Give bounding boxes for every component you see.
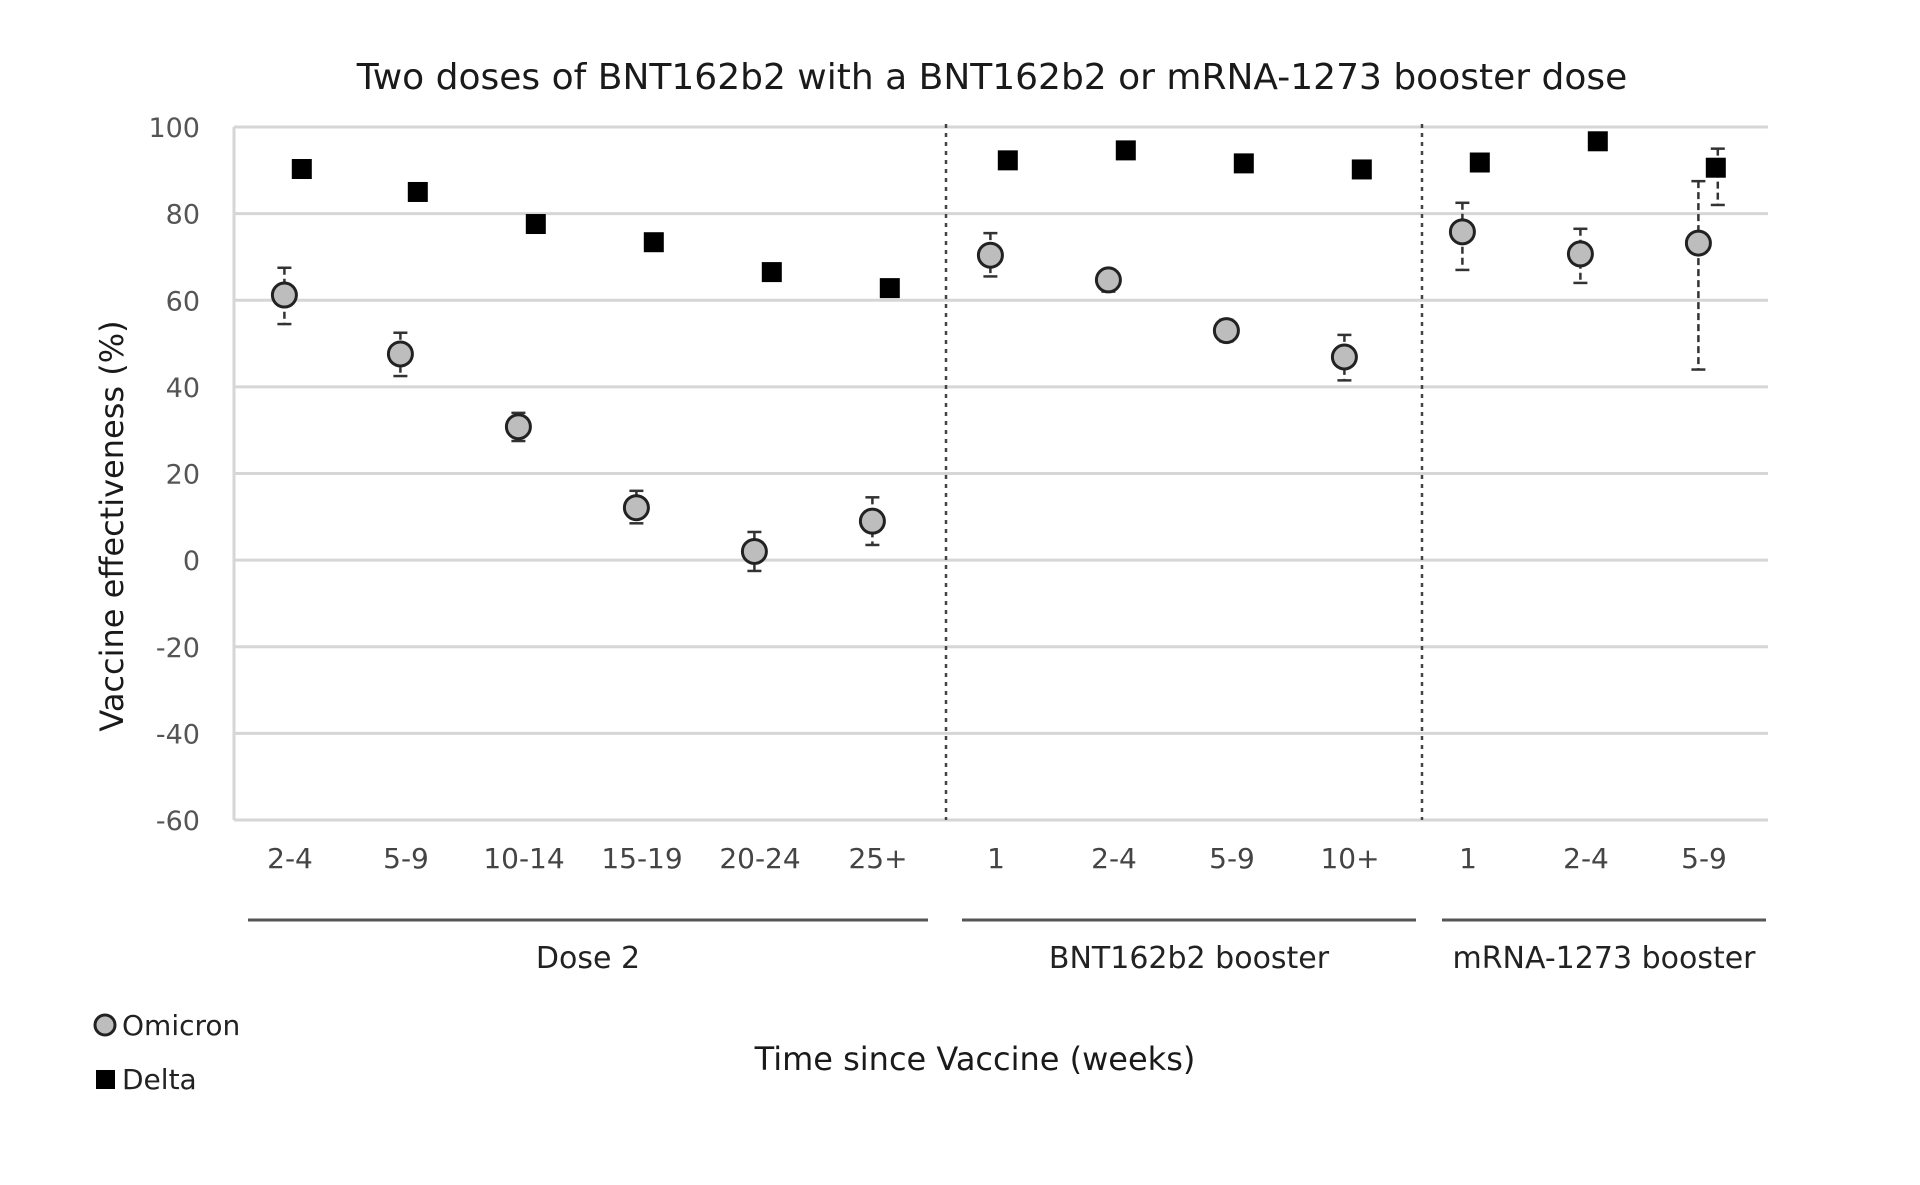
y-tick-label: 100 xyxy=(148,113,200,144)
gridlines xyxy=(232,125,1768,822)
delta-point xyxy=(1469,152,1490,173)
group-labels: Dose 2 BNT162b2 booster mRNA-1273 booster xyxy=(248,918,1766,976)
delta-point xyxy=(1351,159,1372,180)
omicron-point xyxy=(1212,317,1240,345)
legend-omicron-marker xyxy=(93,1013,117,1037)
omicron-point xyxy=(1330,343,1358,371)
y-tick-label: 20 xyxy=(166,460,200,491)
y-tick-label: -20 xyxy=(156,633,200,664)
legend-delta-marker xyxy=(96,1070,115,1089)
delta-point xyxy=(879,278,900,299)
x-tick-label: 2-4 xyxy=(1563,842,1609,875)
x-tick-label: 1 xyxy=(1459,842,1477,875)
y-tick-label: 40 xyxy=(166,373,200,404)
omicron-point xyxy=(1684,229,1712,257)
omicron-point xyxy=(1448,218,1476,246)
x-tick-label: 5-9 xyxy=(383,842,429,875)
y-tick-label: -60 xyxy=(156,806,200,837)
y-tick-label: 0 xyxy=(183,546,200,577)
x-tick-label: 5-9 xyxy=(1209,842,1255,875)
delta-point xyxy=(1115,140,1136,161)
data-points xyxy=(270,131,1726,565)
omicron-point xyxy=(858,507,886,535)
x-axis-label: Time since Vaccine (weeks) xyxy=(754,1040,1196,1078)
y-axis-label: Vaccine effectiveness (%) xyxy=(93,320,131,731)
group-label: mRNA-1273 booster xyxy=(1452,941,1756,976)
x-tick-label: 1 xyxy=(987,842,1005,875)
group-label: Dose 2 xyxy=(536,941,640,976)
group-separators xyxy=(944,124,1424,820)
delta-point xyxy=(525,214,546,235)
omicron-point xyxy=(976,241,1004,269)
x-tick-labels: 2-4 5-9 10-14 15-19 20-24 25+ 1 2-4 5-9 10+ 1 2-4 5-… xyxy=(267,842,1727,875)
group-label: BNT162b2 booster xyxy=(1049,941,1330,976)
delta-point xyxy=(1233,153,1254,174)
y-tick-labels: 100 80 60 40 20 0 -20 -40 -60 xyxy=(148,113,200,837)
omicron-point xyxy=(386,340,414,368)
x-tick-label: 15-19 xyxy=(601,842,682,875)
delta-point xyxy=(761,262,782,283)
delta-point xyxy=(407,181,428,202)
legend: Omicron Delta xyxy=(93,1009,240,1096)
x-tick-label: 10-14 xyxy=(483,842,564,875)
omicron-point xyxy=(622,494,650,522)
x-tick-label: 2-4 xyxy=(267,842,313,875)
x-tick-label: 20-24 xyxy=(719,842,800,875)
x-tick-label: 25+ xyxy=(848,842,907,875)
delta-point xyxy=(291,159,312,180)
legend-omicron-label: Omicron xyxy=(122,1009,240,1042)
delta-point xyxy=(643,232,664,253)
legend-delta-label: Delta xyxy=(122,1063,197,1096)
omicron-point xyxy=(270,281,298,309)
omicron-point xyxy=(1566,240,1594,268)
omicron-point xyxy=(740,537,768,565)
omicron-point xyxy=(504,413,532,441)
y-tick-label: 60 xyxy=(166,286,200,317)
y-tick-label: -40 xyxy=(156,719,200,750)
omicron-point xyxy=(1094,266,1122,294)
error-bars xyxy=(277,147,1725,573)
delta-point xyxy=(1587,131,1608,152)
delta-point xyxy=(1705,157,1726,178)
y-tick-label: 80 xyxy=(166,200,200,231)
x-tick-label: 10+ xyxy=(1320,842,1379,875)
x-tick-label: 5-9 xyxy=(1681,842,1727,875)
x-tick-label: 2-4 xyxy=(1091,842,1137,875)
chart-title: Two doses of BNT162b2 with a BNT162b2 or… xyxy=(356,57,1628,98)
delta-point xyxy=(997,150,1018,171)
